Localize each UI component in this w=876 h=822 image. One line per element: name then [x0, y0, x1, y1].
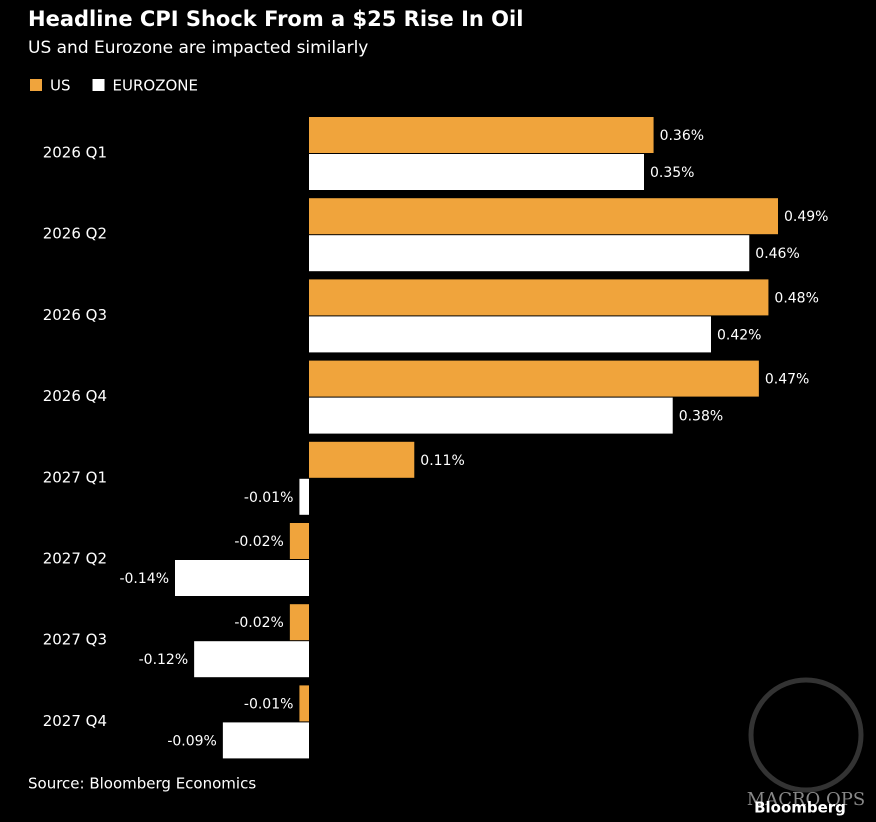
data-label: -0.01% — [244, 696, 294, 712]
bar — [289, 604, 309, 641]
data-label: 0.38% — [679, 409, 723, 425]
data-label: -0.01% — [244, 490, 294, 506]
bar — [309, 397, 673, 434]
bar — [309, 154, 644, 190]
data-label: 0.47% — [765, 372, 809, 388]
y-tick-label: 2026 Q3 — [43, 306, 107, 324]
source: Source: Bloomberg Economics — [28, 775, 256, 793]
data-label: 0.35% — [650, 165, 694, 181]
y-tick-label: 2027 Q2 — [43, 550, 107, 568]
legend-label: US — [50, 77, 71, 95]
y-tick-label: 2026 Q4 — [43, 387, 107, 405]
bar — [222, 722, 309, 759]
bar — [309, 360, 759, 397]
watermark: MACRO OPS — [747, 789, 865, 810]
bar — [299, 478, 309, 515]
bar — [299, 685, 309, 722]
bar — [175, 560, 309, 596]
legend-swatch — [30, 79, 42, 91]
bar — [309, 198, 778, 235]
bar — [309, 235, 750, 272]
bar — [289, 523, 309, 559]
y-tick-label: 2027 Q4 — [43, 712, 107, 730]
data-label: -0.14% — [119, 571, 169, 587]
data-label: -0.09% — [167, 733, 217, 749]
y-tick-label: 2026 Q2 — [43, 225, 107, 243]
data-label: 0.48% — [774, 290, 818, 306]
data-label: 0.42% — [717, 327, 761, 343]
bar — [194, 641, 309, 678]
bar — [309, 117, 654, 153]
bar — [309, 279, 769, 316]
data-label: 0.36% — [660, 128, 704, 144]
data-label: 0.46% — [755, 246, 799, 262]
data-label: -0.12% — [139, 652, 189, 668]
logo: Bloomberg — [754, 799, 846, 817]
data-label: 0.11% — [420, 453, 464, 469]
legend-swatch — [92, 79, 105, 91]
bar — [309, 316, 711, 353]
chart-subtitle: US and Eurozone are impacted similarly — [28, 38, 368, 58]
y-tick-label: 2027 Q1 — [43, 468, 107, 486]
data-label: -0.02% — [234, 534, 284, 550]
data-label: -0.02% — [234, 615, 284, 631]
chart-title: Headline CPI Shock From a $25 Rise In Oi… — [28, 7, 523, 31]
watermark-ring — [748, 677, 864, 793]
y-tick-label: 2027 Q3 — [43, 631, 107, 649]
bar — [309, 441, 415, 478]
data-label: 0.49% — [784, 209, 828, 225]
y-tick-label: 2026 Q1 — [43, 144, 107, 162]
legend-label: EUROZONE — [113, 77, 198, 95]
